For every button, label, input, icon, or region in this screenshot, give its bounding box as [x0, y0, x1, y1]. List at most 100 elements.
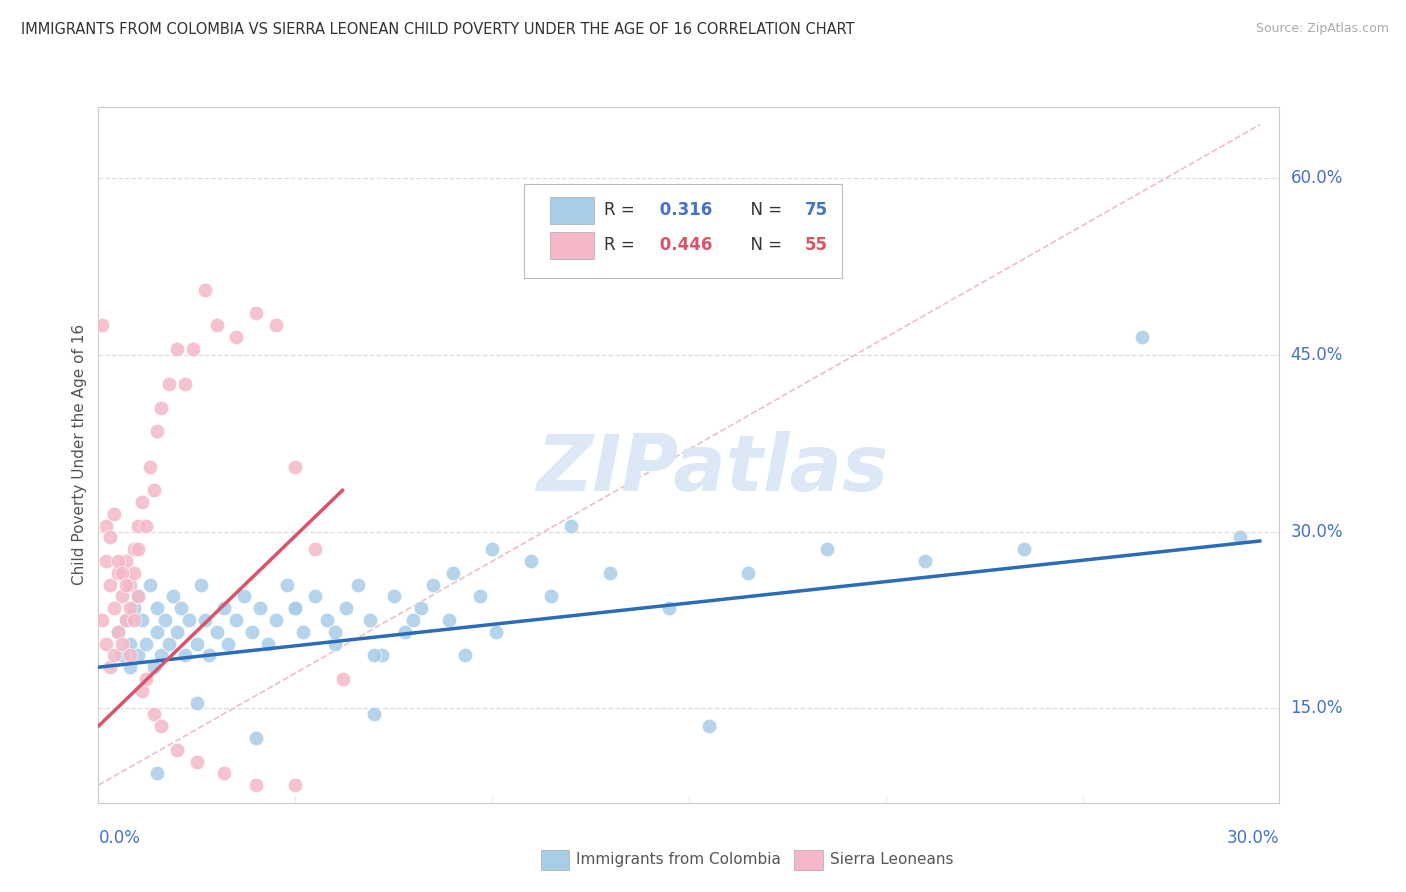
Point: [174, 648, 197, 663]
Point: [181, 342, 204, 356]
Point: [146, 624, 169, 639]
Text: R =: R =: [605, 201, 640, 219]
Point: [394, 624, 416, 639]
Point: [1130, 330, 1153, 344]
Point: [142, 660, 165, 674]
Point: [157, 377, 180, 392]
Point: [335, 601, 357, 615]
Point: [98, 531, 121, 545]
Point: [150, 648, 173, 663]
Point: [127, 590, 149, 604]
Text: 75: 75: [804, 201, 828, 219]
Point: [174, 377, 197, 392]
Point: [155, 613, 177, 627]
Point: [245, 306, 267, 320]
Point: [118, 648, 141, 663]
Point: [382, 590, 405, 604]
Point: [111, 590, 134, 604]
Text: N =: N =: [740, 235, 787, 254]
Point: [115, 554, 138, 568]
Point: [240, 624, 263, 639]
Point: [131, 683, 153, 698]
Point: [441, 566, 464, 580]
Point: [1012, 542, 1035, 557]
Point: [131, 495, 153, 509]
Point: [245, 778, 267, 792]
Point: [162, 590, 184, 604]
Point: [371, 648, 394, 663]
Point: [560, 518, 582, 533]
Point: [658, 601, 681, 615]
Point: [284, 778, 307, 792]
Point: [107, 624, 129, 639]
Point: [737, 566, 759, 580]
Point: [599, 566, 621, 580]
Point: [304, 542, 326, 557]
Point: [127, 590, 149, 604]
Text: Source: ZipAtlas.com: Source: ZipAtlas.com: [1256, 22, 1389, 36]
Text: N =: N =: [740, 201, 787, 219]
Point: [107, 566, 129, 580]
FancyBboxPatch shape: [523, 184, 842, 277]
Point: [402, 613, 425, 627]
Point: [697, 719, 720, 733]
Point: [363, 648, 385, 663]
Text: Immigrants from Colombia: Immigrants from Colombia: [576, 853, 782, 867]
Text: ZIPatlas: ZIPatlas: [537, 431, 889, 507]
Point: [135, 637, 157, 651]
Point: [284, 601, 307, 615]
Point: [1229, 531, 1251, 545]
Point: [96, 637, 118, 651]
Point: [205, 624, 228, 639]
Point: [127, 518, 149, 533]
Point: [194, 613, 217, 627]
Point: [122, 613, 145, 627]
Point: [96, 554, 118, 568]
Point: [111, 648, 134, 663]
Point: [91, 613, 114, 627]
Text: 30.0%: 30.0%: [1291, 523, 1343, 541]
Point: [214, 766, 236, 780]
Point: [98, 660, 121, 674]
Point: [304, 590, 326, 604]
Point: [453, 648, 475, 663]
Point: [135, 672, 157, 686]
Point: [166, 342, 188, 356]
Point: [115, 577, 138, 591]
Point: [115, 613, 138, 627]
Point: [264, 613, 287, 627]
Point: [194, 283, 217, 297]
Text: 0.446: 0.446: [654, 235, 711, 254]
Point: [186, 696, 208, 710]
Text: 45.0%: 45.0%: [1291, 346, 1343, 364]
Point: [122, 601, 145, 615]
Text: IMMIGRANTS FROM COLOMBIA VS SIERRA LEONEAN CHILD POVERTY UNDER THE AGE OF 16 COR: IMMIGRANTS FROM COLOMBIA VS SIERRA LEONE…: [21, 22, 855, 37]
Point: [118, 660, 141, 674]
Point: [118, 577, 141, 591]
Point: [205, 318, 228, 333]
Text: 0.316: 0.316: [654, 201, 711, 219]
Point: [157, 637, 180, 651]
Bar: [550, 197, 595, 224]
Point: [284, 601, 307, 615]
Point: [103, 648, 125, 663]
Point: [225, 330, 247, 344]
Text: R =: R =: [605, 235, 640, 254]
Text: 15.0%: 15.0%: [1291, 699, 1343, 717]
Point: [146, 425, 169, 439]
Point: [485, 624, 508, 639]
Point: [815, 542, 838, 557]
Point: [292, 624, 315, 639]
Point: [422, 577, 444, 591]
Point: [315, 613, 337, 627]
Point: [245, 731, 267, 745]
Point: [197, 648, 219, 663]
Point: [347, 577, 370, 591]
Point: [150, 719, 173, 733]
Point: [166, 624, 188, 639]
Point: [142, 483, 165, 498]
Point: [150, 401, 173, 415]
Point: [131, 613, 153, 627]
Point: [323, 637, 346, 651]
Point: [146, 766, 169, 780]
